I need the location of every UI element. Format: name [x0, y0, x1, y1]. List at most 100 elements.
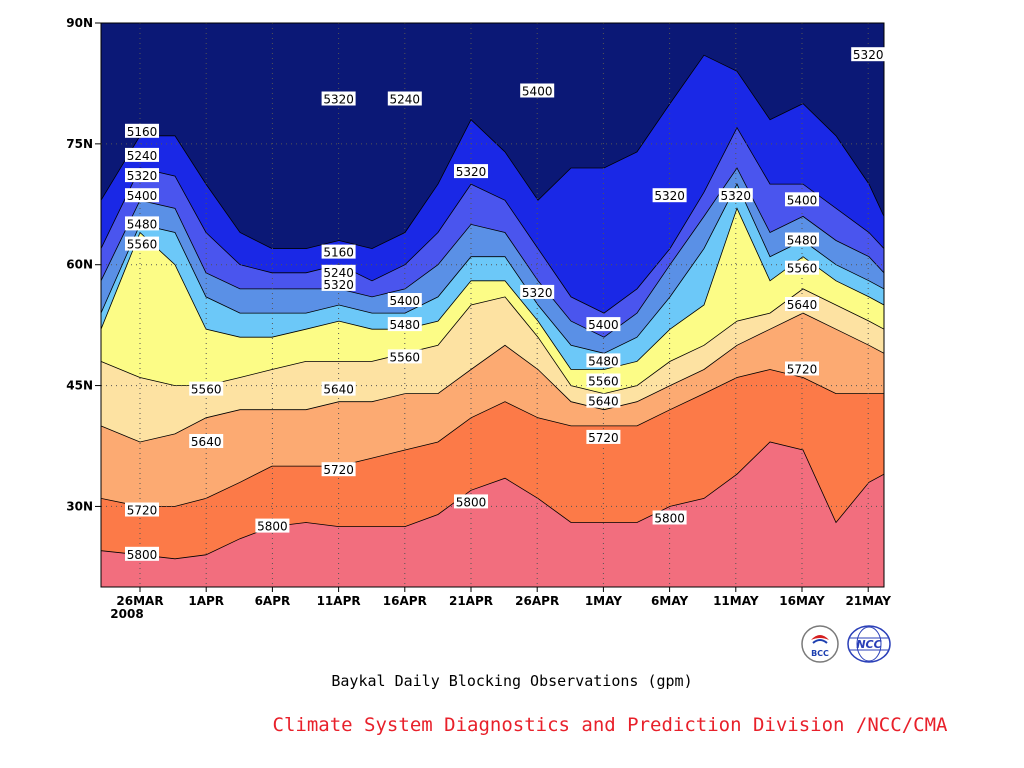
- svg-text:5480: 5480: [787, 234, 818, 248]
- contour-label-5800: 5800: [255, 518, 290, 534]
- contour-label-5560: 5560: [189, 381, 224, 397]
- y-tick-label-75N: 75N: [66, 137, 93, 151]
- bcc-logo: BCC: [800, 624, 840, 664]
- x-tick-label-6APR: 6APR: [255, 594, 291, 608]
- contour-label-5400: 5400: [387, 293, 422, 308]
- contour-label-5720: 5720: [125, 502, 159, 518]
- chart-caption: Baykal Daily Blocking Observations (gpm): [331, 672, 693, 690]
- contour-label-5400: 5400: [785, 192, 819, 207]
- svg-text:5240: 5240: [323, 266, 354, 280]
- contour-label-5640: 5640: [586, 393, 621, 409]
- contour-label-5400: 5400: [125, 188, 159, 203]
- contour-label-5720: 5720: [321, 462, 356, 477]
- contour-label-5400: 5400: [586, 317, 621, 332]
- contour-label-5640: 5640: [785, 297, 819, 312]
- svg-text:5560: 5560: [588, 375, 619, 389]
- svg-text:5400: 5400: [522, 85, 553, 99]
- svg-text:5160: 5160: [127, 125, 158, 139]
- svg-text:5800: 5800: [456, 495, 487, 509]
- y-tick-label-90N: 90N: [66, 16, 93, 30]
- contour-label-5560: 5560: [125, 236, 159, 252]
- contour-band-5800: [101, 441, 884, 587]
- contour-label-5800: 5800: [652, 510, 687, 526]
- contour-label-5240: 5240: [125, 147, 159, 163]
- chart: 30N 45N 60N 75N 90N 26MAR 1APR 6APR 11APR 16APR 21…: [66, 16, 891, 621]
- svg-text:5640: 5640: [323, 383, 354, 397]
- svg-text:5800: 5800: [127, 548, 158, 562]
- x-tick-label-6MAY: 6MAY: [651, 594, 688, 608]
- x-tick-label-16MAY: 16MAY: [779, 594, 825, 608]
- y-tick-label-45N: 45N: [66, 379, 93, 393]
- svg-text:5320: 5320: [522, 286, 553, 300]
- svg-text:5720: 5720: [588, 431, 619, 445]
- contour-label-5160: 5160: [125, 123, 159, 139]
- contour-label-5160: 5160: [321, 244, 356, 260]
- x-tick-year: 2008: [110, 607, 143, 621]
- svg-text:5320: 5320: [456, 165, 487, 179]
- contour-label-5320: 5320: [454, 164, 488, 179]
- svg-text:5560: 5560: [191, 383, 222, 397]
- contour-label-5320: 5320: [321, 91, 356, 107]
- svg-text:5720: 5720: [787, 363, 818, 377]
- svg-text:5400: 5400: [588, 318, 619, 332]
- x-tick-label-26APR: 26APR: [515, 594, 559, 608]
- x-tick-label-16APR: 16APR: [383, 594, 427, 608]
- contour-label-5720: 5720: [586, 429, 621, 445]
- contour-label-5320: 5320: [851, 47, 886, 62]
- plot-frame: [100, 22, 885, 588]
- svg-text:5400: 5400: [787, 193, 818, 207]
- x-tick-label-1APR: 1APR: [188, 594, 224, 608]
- x-tick-label-21APR: 21APR: [449, 594, 493, 608]
- svg-text:5720: 5720: [127, 504, 158, 518]
- contour-label-5400: 5400: [520, 83, 555, 99]
- contour-label-5240: 5240: [387, 91, 422, 107]
- svg-text:5720: 5720: [323, 463, 354, 477]
- contour-label-5240: 5240: [321, 264, 356, 280]
- svg-text:5240: 5240: [390, 93, 421, 107]
- svg-text:5320: 5320: [853, 48, 884, 62]
- svg-text:5320: 5320: [721, 189, 752, 203]
- contour-label-5480: 5480: [125, 216, 159, 231]
- svg-text:5800: 5800: [257, 520, 288, 534]
- contour-label-5320: 5320: [321, 276, 356, 292]
- division-credit: Climate System Diagnostics and Predictio…: [272, 714, 948, 736]
- svg-text:5640: 5640: [787, 298, 818, 312]
- y-tick-label-60N: 60N: [66, 258, 93, 272]
- svg-text:5640: 5640: [191, 435, 222, 449]
- svg-text:5560: 5560: [787, 262, 818, 276]
- svg-text:5320: 5320: [323, 93, 354, 107]
- contour-label-5480: 5480: [586, 353, 621, 368]
- ncc-logo: NCC: [846, 624, 891, 664]
- svg-text:5320: 5320: [127, 169, 158, 183]
- contour-label-5640: 5640: [321, 381, 356, 397]
- contour-label-5640: 5640: [189, 434, 224, 449]
- svg-text:5560: 5560: [127, 238, 158, 252]
- x-tick-label-21MAY: 21MAY: [845, 594, 891, 608]
- contour-label-5480: 5480: [785, 232, 819, 248]
- svg-text:5320: 5320: [654, 189, 685, 203]
- svg-text:BCC: BCC: [811, 649, 829, 658]
- contour-label-5480: 5480: [387, 317, 422, 332]
- contour-label-5560: 5560: [785, 260, 819, 276]
- svg-text:5560: 5560: [390, 350, 421, 364]
- contour-label-5800: 5800: [454, 494, 488, 509]
- x-tick-label-11APR: 11APR: [317, 594, 361, 608]
- contour-label-5320: 5320: [520, 284, 555, 300]
- svg-text:5640: 5640: [588, 395, 619, 409]
- y-tick-label-30N: 30N: [66, 499, 93, 513]
- svg-text:5240: 5240: [127, 149, 158, 163]
- contour-label-5320: 5320: [718, 188, 753, 203]
- svg-text:5320: 5320: [323, 278, 354, 292]
- x-tick-label-11MAY: 11MAY: [713, 594, 759, 608]
- contour-label-5560: 5560: [586, 373, 621, 389]
- svg-text:5800: 5800: [654, 512, 685, 526]
- x-tick-label-26MAR: 26MAR: [116, 594, 163, 608]
- contour-label-5320: 5320: [125, 168, 159, 183]
- contour-label-5560: 5560: [387, 349, 422, 364]
- contour-label-5720: 5720: [785, 361, 819, 377]
- svg-text:5160: 5160: [323, 246, 354, 260]
- svg-text:5480: 5480: [127, 217, 158, 231]
- contour-label-5800: 5800: [125, 546, 159, 562]
- svg-text:5400: 5400: [127, 189, 158, 203]
- x-tick-label-1MAY: 1MAY: [585, 594, 622, 608]
